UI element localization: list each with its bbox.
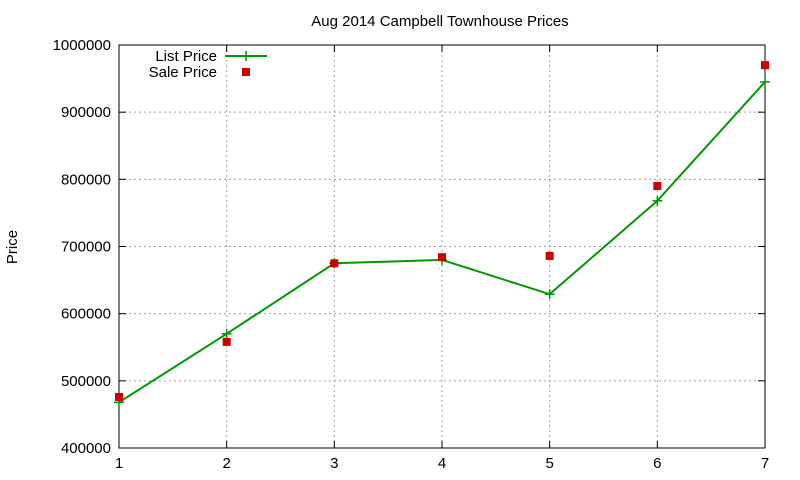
x-tick-label: 7 xyxy=(761,455,769,472)
legend-label-list-price: List Price xyxy=(155,48,217,65)
x-tick-label: 1 xyxy=(115,455,123,472)
y-tick-label: 500000 xyxy=(61,373,111,390)
list-price-point xyxy=(221,328,232,339)
legend-marker-sale-price xyxy=(242,68,250,76)
axes xyxy=(118,44,766,449)
legend-label-sale-price: Sale Price xyxy=(149,64,217,81)
y-tick-label: 400000 xyxy=(61,440,111,457)
sale-price-point xyxy=(545,251,554,260)
legend-marker-list-price xyxy=(241,51,251,61)
sale-price-point xyxy=(438,253,446,262)
legend-item-list-price: List Price xyxy=(155,48,267,65)
x-tick-label: 2 xyxy=(222,455,230,472)
x-tick-label: 4 xyxy=(438,455,446,472)
list-price-point xyxy=(544,289,555,300)
sale-price-point xyxy=(330,259,339,268)
x-tick-label: 5 xyxy=(545,455,553,472)
list-price-line xyxy=(118,81,766,404)
legend-item-sale-price: Sale Price xyxy=(149,64,250,81)
sale-price-series xyxy=(115,61,769,401)
x-tick-label: 6 xyxy=(653,455,661,472)
y-tick-label: 1000000 xyxy=(53,37,111,54)
series xyxy=(114,61,770,408)
y-tick-label: 800000 xyxy=(61,171,111,188)
y-tick-label: 600000 xyxy=(61,306,111,323)
list-price-point xyxy=(652,195,663,206)
sale-price-point xyxy=(115,392,123,401)
chart-title: Aug 2014 Campbell Townhouse Prices xyxy=(311,13,568,30)
x-tick-label: 3 xyxy=(330,455,338,472)
sale-price-point xyxy=(761,61,769,70)
y-axis-title: Price xyxy=(4,230,21,264)
grid xyxy=(119,45,765,448)
y-tick-label: 700000 xyxy=(61,239,111,256)
list-price-point xyxy=(760,76,770,87)
tick-labels: 1 2 3 4 5 6 7 400000 500000 600000 700000 800000 900… xyxy=(53,37,770,472)
sale-price-point xyxy=(222,337,231,346)
y-tick-label: 900000 xyxy=(61,104,111,121)
sale-price-point xyxy=(653,182,662,191)
